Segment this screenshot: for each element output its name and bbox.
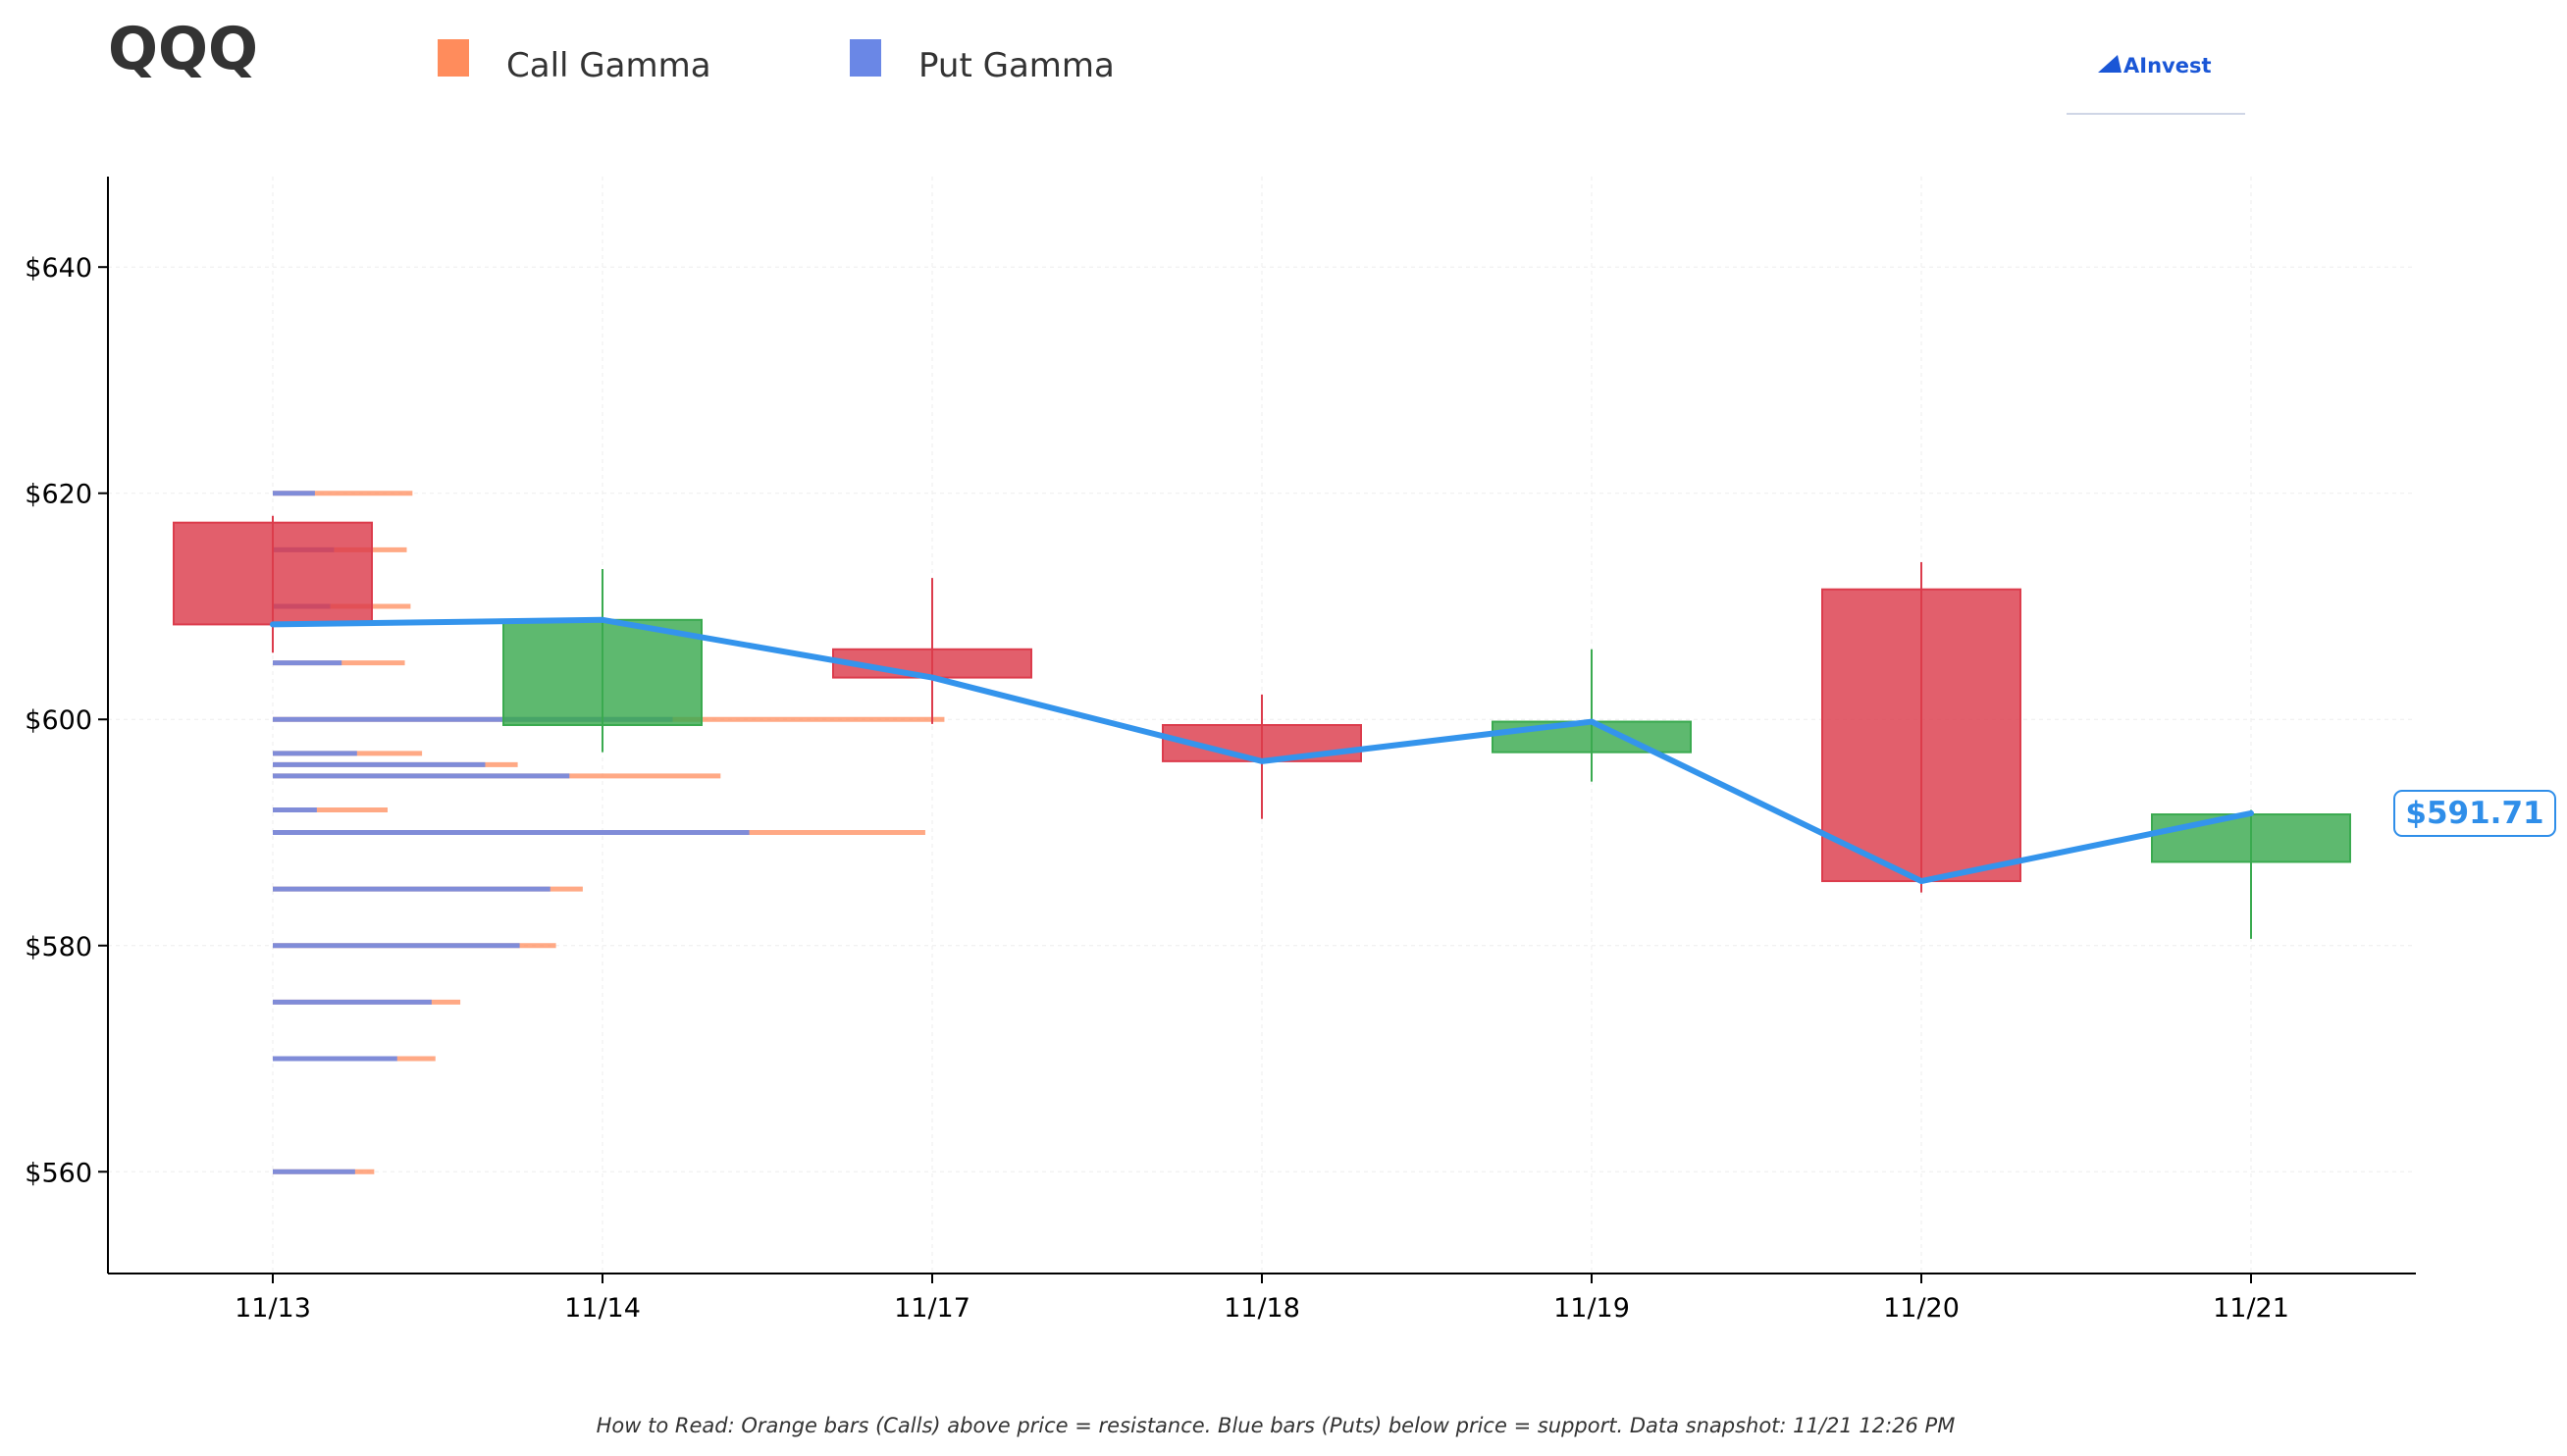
- gamma-bars: [273, 491, 945, 1174]
- x-ticks: 11/13 11/14 11/17 11/18 11/19 11/20 11/21: [235, 1274, 2289, 1324]
- x-tick-label-4: 11/19: [1553, 1293, 1630, 1324]
- y-tick-label-1: $580: [25, 932, 92, 962]
- x-tick-label-0: 11/13: [235, 1293, 311, 1324]
- current-price-label: $591.71: [2405, 796, 2543, 831]
- candles: [173, 515, 2351, 939]
- price-badge: $591.71: [2393, 790, 2556, 837]
- price-badge-box: [2393, 790, 2556, 837]
- legend: Call Gamma Put Gamma: [438, 39, 1115, 85]
- footnote: How to Read: Orange bars (Calls) above p…: [597, 1414, 1956, 1437]
- x-tick-label-3: 11/18: [1224, 1293, 1300, 1324]
- legend-label-call: Call Gamma: [506, 46, 711, 85]
- brand-chart-icon: [2098, 55, 2122, 73]
- y-tick-label-0: $560: [25, 1158, 92, 1188]
- legend-label-put: Put Gamma: [918, 46, 1115, 85]
- legend-swatch-call: [438, 39, 469, 77]
- legend-swatch-put: [850, 39, 881, 77]
- x-tick-label-6: 11/21: [2213, 1293, 2289, 1324]
- brand-logo: AInvest: [2067, 54, 2245, 115]
- y-tick-label-2: $600: [25, 705, 92, 736]
- x-tick-label-5: 11/20: [1883, 1293, 1960, 1324]
- candle-body-0: [173, 521, 373, 626]
- x-tick-label-1: 11/14: [564, 1293, 641, 1324]
- close-price-line: [270, 616, 2254, 885]
- candle-body-1: [502, 618, 703, 726]
- chart-title: QQQ: [108, 15, 258, 83]
- candle-body-5: [1821, 588, 2021, 883]
- brand-label: AInvest: [2123, 54, 2212, 78]
- y-tick-label-3: $620: [25, 480, 92, 510]
- candle-body-6: [2151, 813, 2351, 863]
- close-line-layer: [270, 616, 2254, 885]
- x-tick-label-2: 11/17: [894, 1293, 970, 1324]
- y-ticks: $560 $580 $600 $620 $640: [25, 253, 108, 1188]
- y-tick-label-4: $640: [25, 253, 92, 284]
- candle-body-4: [1492, 720, 1692, 754]
